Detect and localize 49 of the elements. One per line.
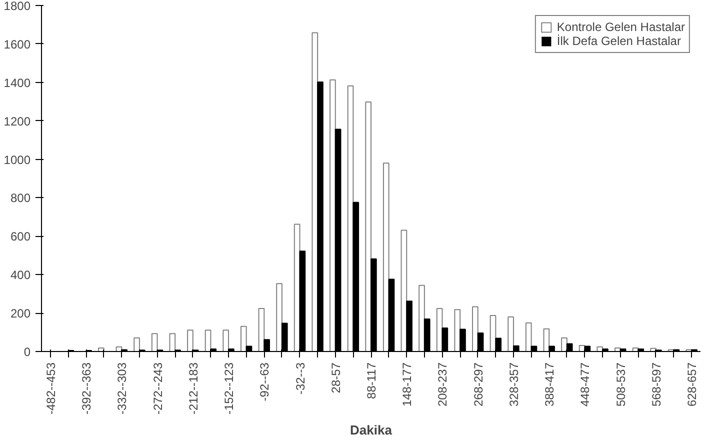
x-tick-label: 268-297 <box>471 362 486 407</box>
x-axis-title: Dakika <box>350 422 393 438</box>
bar <box>169 333 176 352</box>
x-tick-label: -392--363 <box>80 362 94 415</box>
bar <box>151 333 158 352</box>
x-tick-label: -482--453 <box>44 362 58 415</box>
bar <box>294 224 300 352</box>
x-tick-label: -92--63 <box>258 362 272 402</box>
bar <box>472 306 478 352</box>
y-tick-label: 200 <box>10 306 31 321</box>
x-tick-label: 388-417 <box>542 362 557 407</box>
bar <box>187 330 194 352</box>
x-tick-label: -152--123 <box>222 362 236 415</box>
bar <box>508 316 514 352</box>
x-tick-label: 568-597 <box>649 362 664 407</box>
x-tick-label: 88-117 <box>364 362 378 399</box>
y-tick-label: 0 <box>24 345 31 359</box>
y-tick-label: 800 <box>10 191 31 206</box>
bar <box>240 326 247 352</box>
bar <box>525 322 532 352</box>
x-tick-label: 148-177 <box>400 362 414 407</box>
x-tick-label: 208-237 <box>436 362 450 407</box>
x-tick-label: 448-477 <box>578 362 592 407</box>
bar <box>561 337 568 352</box>
legend-label: İlk Defa Gelen Hastalar <box>556 34 681 48</box>
x-tick-label: -212--183 <box>186 362 200 415</box>
y-tick-label: 1800 <box>4 0 31 13</box>
bar <box>134 337 140 352</box>
x-tick-label: 28-57 <box>328 362 343 394</box>
bar <box>276 283 282 352</box>
bar <box>204 330 212 352</box>
x-tick-label: -32--3 <box>293 362 308 395</box>
y-tick-label: 400 <box>10 268 31 282</box>
bar <box>382 162 390 352</box>
x-tick-label: 508-537 <box>614 362 628 407</box>
bar <box>418 284 425 352</box>
y-tick-label: 1000 <box>4 152 31 167</box>
x-tick-label: -272--243 <box>150 362 165 415</box>
x-tick-label: 628-657 <box>685 362 700 407</box>
bar <box>222 330 230 352</box>
y-tick-label: 600 <box>10 230 31 244</box>
y-tick-label: 1200 <box>4 114 31 128</box>
x-tick-label: 328-357 <box>506 362 521 407</box>
x-tick-label: -332--303 <box>115 362 130 415</box>
legend-label: Kontrole Gelen Hastalar <box>556 20 685 34</box>
bar <box>454 309 461 352</box>
y-tick-label: 1600 <box>4 37 31 52</box>
bar <box>365 101 372 352</box>
y-tick-label: 1400 <box>4 76 31 90</box>
